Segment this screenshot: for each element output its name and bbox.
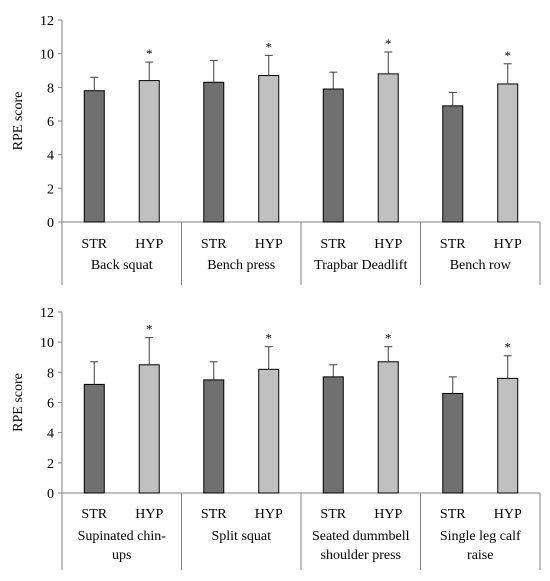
category-label: Split squat [211,529,271,544]
bar-str [322,88,344,223]
y-tick-label: 12 [40,14,54,29]
category-label: Bench press [207,258,275,273]
bar-hyp [138,80,160,223]
significance-marker: * [265,39,272,54]
x-tick-label: STR [440,237,466,252]
bar-hyp [258,75,280,223]
x-tick-label: HYP [255,237,283,252]
bar-str [442,105,464,223]
bar-hyp [497,83,519,223]
x-tick-label: HYP [494,237,522,252]
x-tick-label: HYP [135,237,163,252]
y-tick-label: 12 [40,306,54,321]
x-tick-label: STR [201,237,227,252]
x-tick-label: STR [320,507,346,522]
category-label: Supinated chin-ups [78,529,167,563]
y-axis-title: RPE score [11,373,26,432]
y-tick-label: 4 [47,149,54,164]
x-tick-label: STR [320,237,346,252]
bar-str [203,379,225,494]
category-label: Seated dummbell shoulder press [312,529,410,563]
x-tick-label: STR [81,507,107,522]
y-tick-label: 8 [47,366,54,381]
x-tick-label: HYP [135,507,163,522]
bar-hyp [138,364,160,494]
y-tick-label: 2 [47,182,54,197]
x-tick-label: HYP [374,507,402,522]
y-tick-label: 10 [40,336,54,351]
y-tick-label: 10 [40,48,54,63]
significance-marker: * [385,331,392,346]
y-tick-label: 0 [47,216,54,231]
chart-panel-1: 0 2 4 6 8 10 12 RPE score STR * HYP Back squat STR * H… [11,14,541,285]
y-tick-label: 8 [47,81,54,96]
significance-marker: * [504,340,511,355]
significance-marker: * [146,46,153,61]
y-tick-label: 4 [47,427,54,442]
bar-str [83,90,105,223]
bar-hyp [377,361,399,494]
bar-str [83,383,105,494]
x-tick-label: STR [440,507,466,522]
bar-hyp [497,377,519,494]
category-label: Back squat [91,258,153,273]
x-tick-label: HYP [494,507,522,522]
y-axis-title: RPE score [11,92,26,151]
y-tick-label: 6 [47,115,54,130]
bar-hyp [258,368,280,494]
y-tick-label: 0 [47,487,54,502]
category-label: Bench row [450,258,512,273]
significance-marker: * [265,331,272,346]
bar-hyp [377,73,399,223]
significance-marker: * [504,48,511,63]
significance-marker: * [146,322,153,337]
chart-panel-2: 0 2 4 6 8 10 12 RPE score STR * HYP Supinated chin-… [11,306,541,570]
x-tick-label: STR [81,237,107,252]
significance-marker: * [385,36,392,51]
bar-str [203,81,225,223]
bar-str [442,392,464,494]
x-tick-label: STR [201,507,227,522]
y-tick-label: 2 [47,457,54,472]
category-label: Single leg calf raise [440,529,521,563]
x-tick-label: HYP [255,507,283,522]
category-label: Trapbar Deadlift [314,258,407,273]
bar-str [322,376,344,494]
y-tick-label: 6 [47,397,54,412]
x-tick-label: HYP [374,237,402,252]
